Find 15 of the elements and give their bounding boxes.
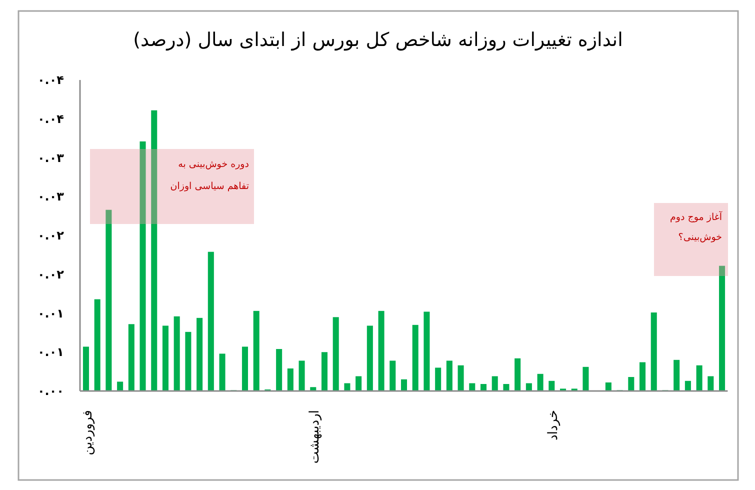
y-tick-label: ۰.۰۲ [37,228,65,242]
y-tick-label: ۰.۰۱ [37,345,64,360]
y-tick-label: ۰.۰۴ [37,112,64,126]
y-tick-label: ۰.۰۰ [37,384,64,398]
x-tick-label: خرداد [546,410,562,440]
y-tick-label: ۰.۰۴ [37,73,64,87]
y-tick-label: ۰.۰۳ [37,150,65,165]
chart-title: اندازه تغییرات روزانه شاخص کل بورس از ابتدای سال (درصد) [133,29,623,51]
x-tick-label: فروردین [80,410,96,456]
annotation: دوره خوش‌بینی به تفاهم سیاسی اوزان [170,159,250,192]
y-tick-label: ۰.۰۳ [37,190,65,204]
y-tick-label: ۰.۰۲ [37,267,65,282]
annotation: آغاز موج دوم خوش‌بینی؟ [670,211,722,243]
x-tick-label: اردیبهشت [308,410,323,464]
y-tick-label: ۰.۰۱ [37,306,64,320]
